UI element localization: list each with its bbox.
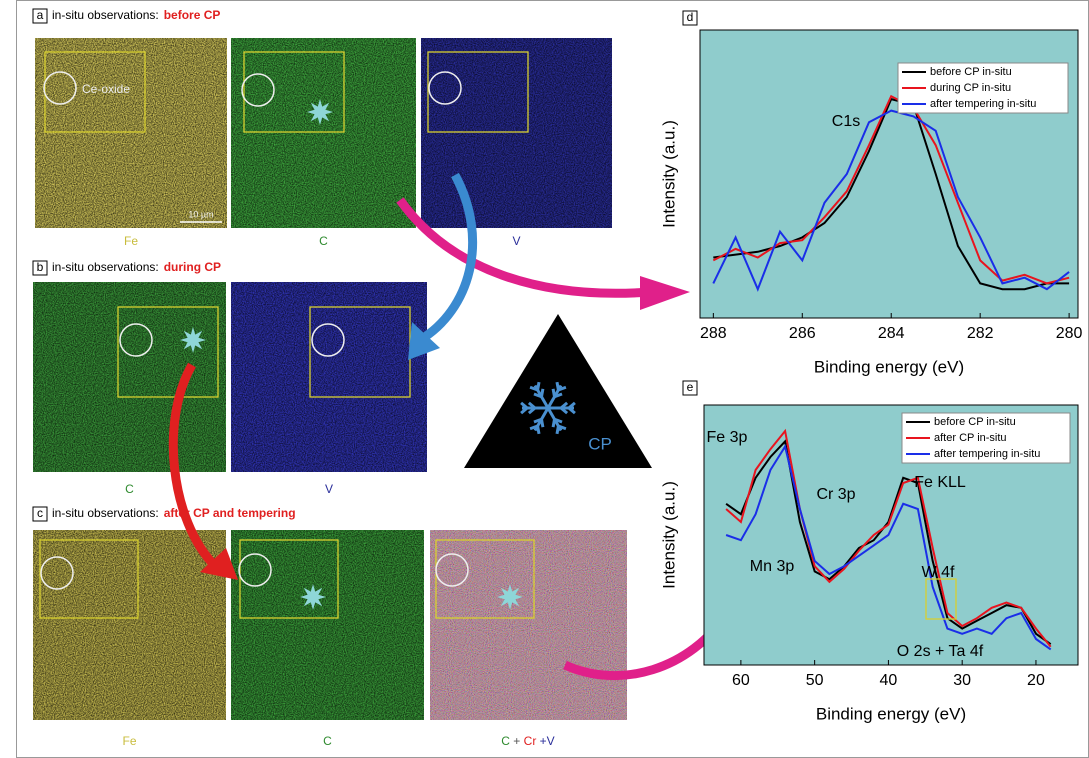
scale-label: 10 µm bbox=[188, 209, 213, 219]
x-axis-label: Binding energy (eV) bbox=[816, 704, 966, 723]
map-label: V bbox=[325, 482, 333, 496]
y-axis-label: Intensity (a.u.) bbox=[659, 481, 678, 589]
heading-text: in-situ observations: bbox=[52, 260, 159, 274]
x-tick-label: 50 bbox=[806, 672, 824, 689]
heading-text: in-situ observations: bbox=[52, 8, 159, 22]
map-label: Fe bbox=[122, 734, 136, 748]
x-axis-label: Binding energy (eV) bbox=[814, 357, 964, 376]
x-tick-label: 40 bbox=[880, 672, 898, 689]
peak-label: Cr 3p bbox=[816, 486, 855, 503]
legend-label: before CP in-situ bbox=[930, 66, 1012, 78]
map-label-part: Cr bbox=[524, 734, 537, 748]
heading-text: in-situ observations: bbox=[52, 506, 159, 520]
legend-label: before CP in-situ bbox=[934, 416, 1016, 428]
figure: a in-situ observations: before CP Fe C Vb in-s… bbox=[0, 0, 1089, 758]
page: {"panels": [ {"label": "a", "heading": "… bbox=[0, 0, 1089, 758]
peak-label: O 2s + Ta 4f bbox=[897, 643, 984, 660]
marker-star bbox=[300, 584, 326, 610]
x-tick-label: 20 bbox=[1027, 672, 1045, 689]
x-tick-label: 280 bbox=[1056, 325, 1083, 342]
x-tick-label: 284 bbox=[878, 325, 905, 342]
map-label-part: + bbox=[510, 734, 524, 748]
legend-label: after tempering in-situ bbox=[934, 448, 1040, 460]
snowflake-branch bbox=[557, 426, 558, 434]
eds-map-noise bbox=[231, 38, 416, 228]
eds-map-noise bbox=[430, 530, 627, 720]
y-axis-label: Intensity (a.u.) bbox=[659, 120, 678, 228]
x-tick-label: 288 bbox=[700, 325, 727, 342]
panel-heading: in-situ observations: during CP bbox=[52, 260, 221, 274]
x-tick-label: 60 bbox=[732, 672, 750, 689]
eds-map-noise bbox=[35, 38, 227, 228]
panel-label: d bbox=[687, 10, 694, 24]
snowflake-branch bbox=[542, 389, 543, 397]
panel-heading: in-situ observations:after CP and temper… bbox=[52, 506, 296, 520]
panel-label: e bbox=[687, 380, 694, 394]
legend-label: after tempering in-situ bbox=[930, 98, 1036, 110]
x-tick-label: 286 bbox=[789, 325, 816, 342]
map-label: C + Cr +V bbox=[501, 734, 554, 748]
panel-label: c bbox=[37, 506, 43, 520]
heading-highlight: during CP bbox=[164, 260, 221, 274]
map-label: V bbox=[512, 234, 520, 248]
panel-heading: in-situ observations: before CP bbox=[52, 8, 220, 22]
peak-label: Fe KLL bbox=[914, 474, 966, 491]
panel-label: a bbox=[37, 8, 44, 22]
map-label: Fe bbox=[124, 234, 138, 248]
legend-label: after CP in-situ bbox=[934, 432, 1007, 444]
map-label-part: C bbox=[501, 734, 510, 748]
peak-label: Mn 3p bbox=[750, 558, 795, 575]
eds-map-noise bbox=[421, 38, 612, 228]
annotation: Ce-oxide bbox=[82, 82, 130, 96]
arrow-head bbox=[640, 276, 690, 310]
marker-star bbox=[307, 99, 333, 125]
marker-star bbox=[497, 584, 523, 610]
eds-map-noise bbox=[33, 282, 226, 472]
x-tick-label: 282 bbox=[967, 325, 994, 342]
center-label: CP bbox=[588, 434, 612, 453]
map-label: C bbox=[125, 482, 134, 496]
heading-highlight: before CP bbox=[164, 8, 221, 22]
peak-label: C1s bbox=[832, 113, 860, 130]
legend-label: during CP in-situ bbox=[930, 82, 1011, 94]
x-tick-label: 30 bbox=[953, 672, 971, 689]
eds-map-noise bbox=[231, 282, 427, 472]
snowflake-branch bbox=[538, 382, 539, 390]
map-label-part: +V bbox=[536, 734, 554, 748]
map-label: C bbox=[323, 734, 332, 748]
map-label: C bbox=[319, 234, 328, 248]
marker-star bbox=[180, 327, 206, 353]
panel-label: b bbox=[37, 260, 44, 274]
eds-map-noise bbox=[231, 530, 424, 720]
snowflake-branch bbox=[553, 419, 554, 427]
peak-label: Fe 3p bbox=[707, 429, 748, 446]
